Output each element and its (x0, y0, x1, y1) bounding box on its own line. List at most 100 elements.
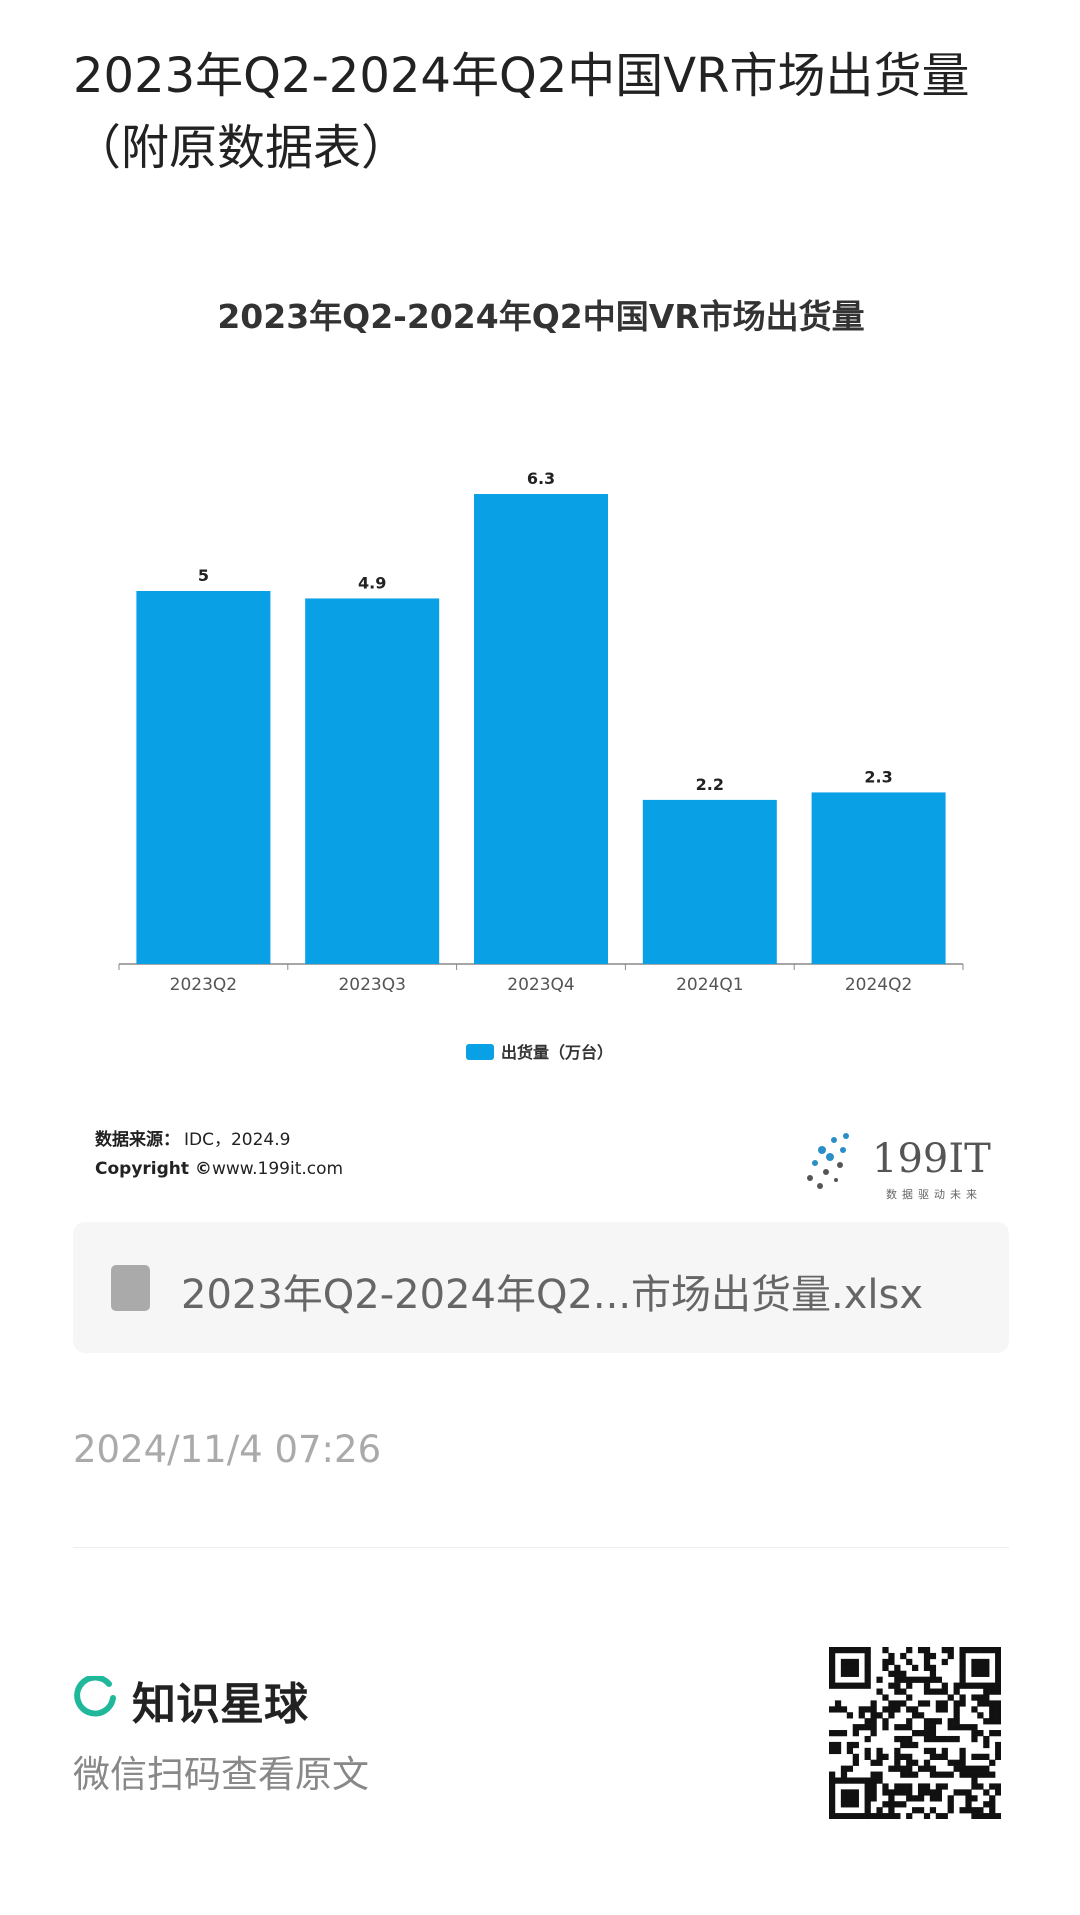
qr-cell (953, 1700, 960, 1707)
qr-cell (858, 1712, 865, 1719)
qr-cell (870, 1730, 877, 1737)
qr-cell (971, 1813, 978, 1819)
qr-cell (900, 1783, 907, 1790)
qr-cell (989, 1759, 996, 1766)
qr-cell (989, 1813, 996, 1819)
qr-cell (876, 1676, 883, 1683)
qr-cell (906, 1647, 913, 1654)
x-tick-label: 2024Q2 (845, 975, 912, 995)
qr-cell (870, 1795, 877, 1802)
qr-cell (870, 1718, 877, 1725)
qr-cell (971, 1706, 978, 1713)
qr-code (829, 1647, 1001, 1819)
qr-cell (852, 1777, 859, 1784)
qr-cell (923, 1688, 931, 1695)
qr-cell (941, 1747, 948, 1755)
qr-cell (894, 1724, 901, 1731)
qr-cell (959, 1765, 966, 1772)
divider (73, 1547, 1009, 1548)
qr-cell (947, 1771, 954, 1778)
qr-cell (935, 1813, 942, 1819)
qr-cell (929, 1795, 937, 1802)
qr-cell (917, 1730, 925, 1737)
qr-cell (983, 1718, 990, 1725)
chart-title: 2023年Q2-2024年Q2中国VR市场出货量 (217, 297, 864, 336)
qr-cell (829, 1670, 836, 1677)
chart: 2023年Q2-2024年Q2中国VR市场出货量 数据来源： IDC，2024.… (95, 297, 991, 1200)
qr-cell (953, 1682, 960, 1689)
qr-cell (894, 1664, 901, 1672)
qr-cell (882, 1694, 889, 1701)
qr-cell (894, 1688, 901, 1695)
post-date: 2024/11/4 07:26 (73, 1428, 382, 1471)
qr-cell (971, 1735, 978, 1743)
qr-cell (888, 1795, 895, 1802)
qr-cell (941, 1735, 948, 1743)
qr-cell (971, 1771, 978, 1778)
qr-cell (864, 1652, 871, 1660)
qr-cell (941, 1706, 948, 1713)
qr-cell (864, 1807, 871, 1814)
qr-cell (906, 1682, 913, 1689)
qr-cell (947, 1647, 954, 1654)
bar (305, 598, 440, 964)
qr-cell (935, 1706, 942, 1713)
qr-cell (852, 1658, 859, 1666)
qr-cell (870, 1777, 877, 1784)
file-name: 2023年Q2-2024年Q2...市场出货量.xlsx (181, 1272, 924, 1318)
qr-cell (906, 1724, 913, 1731)
qr-cell (912, 1712, 919, 1719)
qr-cell (917, 1700, 925, 1707)
qr-cell (971, 1730, 978, 1737)
qr-cell (900, 1652, 907, 1660)
qr-cell (947, 1795, 954, 1802)
qr-cell (906, 1735, 913, 1743)
qr-cell (906, 1753, 913, 1760)
qr-cell (929, 1735, 937, 1743)
qr-cell (953, 1765, 960, 1772)
qr-cell (989, 1771, 996, 1778)
qr-cell (912, 1706, 919, 1713)
qr-cell (900, 1771, 907, 1778)
qr-cell (888, 1807, 895, 1814)
qr-cell (888, 1813, 895, 1819)
qr-cell (864, 1735, 871, 1743)
qr-cell (923, 1783, 931, 1790)
qr-cell (888, 1682, 895, 1689)
qr-cell (995, 1658, 1001, 1666)
qr-cell (989, 1700, 996, 1707)
qr-cell (983, 1741, 990, 1749)
qr-cell (953, 1688, 960, 1695)
qr-cell (917, 1807, 925, 1814)
qr-cell (989, 1783, 996, 1790)
qr-cell (929, 1771, 937, 1778)
qr-cell (989, 1807, 996, 1814)
qr-cell (935, 1771, 942, 1778)
qr-cell (941, 1783, 948, 1790)
qr-cell (829, 1647, 836, 1654)
qr-cell (977, 1730, 984, 1737)
qr-cell (995, 1789, 1001, 1796)
qr-cell (923, 1664, 931, 1672)
qr-cell (923, 1700, 931, 1707)
qr-cell (840, 1730, 848, 1737)
qr-cell (846, 1647, 854, 1654)
qr-cell (864, 1706, 871, 1713)
qr-cell (941, 1688, 948, 1695)
qr-cell (941, 1700, 948, 1707)
qr-cell (959, 1759, 966, 1766)
qr-cell (894, 1676, 901, 1683)
qr-cell (947, 1652, 954, 1660)
qr-cell (894, 1813, 901, 1819)
qr-cell (983, 1801, 990, 1808)
qr-cell (882, 1753, 889, 1760)
qr-cell (983, 1813, 990, 1819)
qr-cell (983, 1694, 990, 1701)
file-attachment[interactable]: 2023年Q2-2024年Q2...市场出货量.xlsx (73, 1222, 1009, 1353)
qr-cell (876, 1771, 883, 1778)
qr-cell (906, 1771, 913, 1778)
qr-cell (870, 1759, 877, 1766)
qr-cell (852, 1664, 859, 1672)
qr-cell (846, 1801, 854, 1808)
qr-cell (846, 1789, 854, 1796)
